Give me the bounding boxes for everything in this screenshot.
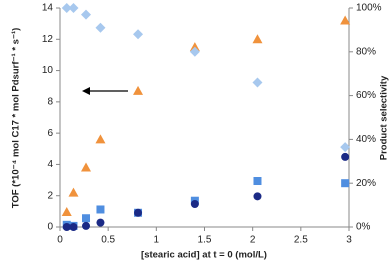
y-tick-label: 2	[47, 190, 53, 201]
point	[81, 9, 92, 20]
point	[82, 221, 91, 230]
point	[340, 142, 351, 153]
y-tick-label: 6	[47, 128, 53, 139]
point	[341, 152, 350, 161]
point	[189, 42, 200, 52]
y2-tick-label: 20%	[356, 178, 376, 189]
point	[62, 223, 71, 231]
y-tick-label: 0	[47, 222, 53, 233]
arrow	[82, 87, 128, 95]
y2-tick-label: 100%	[356, 3, 382, 14]
point	[96, 218, 105, 227]
point	[252, 34, 263, 44]
y-axis-label: TOF (*10⁻⁴ mol C17 * mol Pdsurf⁻¹ * s⁻¹)	[11, 28, 22, 209]
x-tick-label: 0.5	[101, 235, 115, 246]
point	[253, 177, 262, 186]
x-tick-label: 1	[154, 235, 160, 246]
point	[95, 134, 106, 144]
point	[82, 214, 91, 223]
point	[81, 162, 92, 172]
x-axis-label: [stearic acid] at t = 0 (mol/L)	[141, 250, 267, 261]
y2-tick-label: 80%	[356, 46, 376, 57]
point	[61, 206, 72, 216]
point	[95, 22, 106, 33]
point	[61, 3, 72, 13]
y-tick-label: 8	[47, 96, 53, 107]
point	[253, 192, 262, 201]
point	[340, 15, 351, 25]
y-tick-label: 10	[42, 65, 54, 76]
point	[133, 29, 144, 40]
y-tick-label: 4	[47, 159, 53, 170]
x-tick-label: 2	[250, 235, 256, 246]
point	[96, 205, 105, 214]
x-tick-label: 1.5	[198, 235, 212, 246]
point	[69, 223, 78, 231]
point	[68, 3, 79, 13]
point	[252, 77, 263, 88]
y-tick-label: 12	[42, 34, 54, 45]
x-tick-label: 0	[57, 235, 63, 246]
y2-tick-label: 40%	[356, 134, 376, 145]
x-tick-label: 3	[346, 235, 352, 246]
x-tick-label: 2.5	[294, 235, 308, 246]
y2-tick-label: 60%	[356, 90, 376, 101]
point	[189, 46, 200, 57]
y2-tick-label: 0%	[356, 222, 371, 233]
y2-axis-label: Product selectivity	[379, 75, 390, 160]
y-tick-label: 14	[42, 3, 54, 14]
point	[133, 85, 144, 95]
point	[341, 179, 350, 188]
point	[134, 208, 143, 217]
point	[68, 187, 79, 197]
point	[190, 200, 199, 209]
